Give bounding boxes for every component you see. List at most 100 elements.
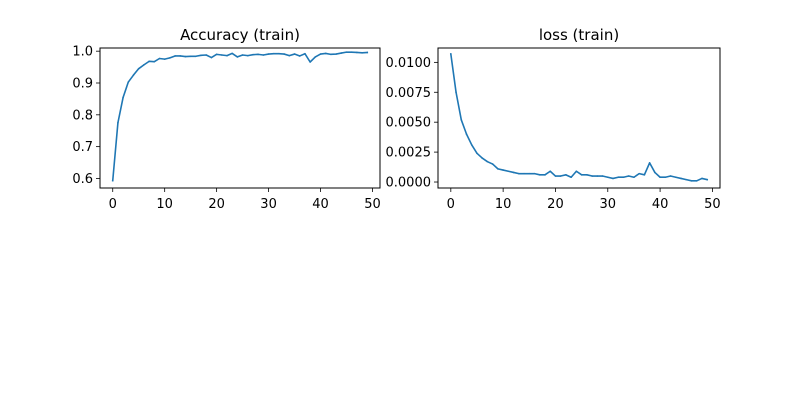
data-point: [127, 81, 130, 83]
y-tick-label: 1.0: [72, 45, 93, 60]
chart-title: Accuracy (train): [180, 26, 300, 44]
data-point: [507, 170, 510, 173]
data-point: [366, 51, 369, 54]
series-line: [111, 51, 369, 182]
data-point: [137, 67, 140, 70]
accuracy-chart: Accuracy (train) 0 10 20 30 40 50 0.6 0.7 0.8 0.9…: [72, 26, 380, 212]
y-tick-label: 0.6: [72, 172, 93, 187]
data-point: [460, 118, 463, 121]
chart-title: loss (train): [539, 26, 619, 44]
data-point: [706, 178, 708, 181]
data-point: [278, 52, 280, 55]
data-point: [210, 56, 213, 59]
x-tick-label: 50: [364, 197, 381, 212]
data-point: [695, 180, 698, 182]
data-point: [612, 177, 614, 180]
data-point: [654, 171, 656, 174]
data-point: [293, 53, 296, 55]
data-point: [221, 54, 223, 56]
data-point: [179, 55, 182, 57]
x-tick-label: 20: [547, 197, 564, 212]
axes-frame: [437, 47, 721, 189]
data-point: [606, 176, 609, 179]
x-tick-label: 50: [704, 197, 721, 212]
data-point: [465, 133, 468, 135]
y-tick-label: 0.8: [72, 108, 93, 123]
data-point: [486, 160, 489, 163]
data-point: [324, 52, 327, 55]
data-point: [596, 175, 599, 177]
x-tick-label: 40: [652, 197, 669, 212]
data-point: [262, 54, 265, 56]
x-tick-label: 40: [312, 197, 329, 212]
data-point: [252, 53, 254, 56]
axes-frame: [99, 47, 381, 189]
data-point: [690, 180, 693, 182]
data-point: [549, 170, 552, 173]
y-tick-label: 0.9: [72, 77, 93, 92]
data-point: [314, 56, 317, 58]
data-point: [345, 51, 348, 53]
data-point: [283, 53, 285, 55]
data-point: [189, 55, 192, 58]
y-tick-label: 0.0050: [386, 116, 432, 131]
data-point: [450, 53, 452, 55]
data-point: [236, 56, 239, 58]
data-point: [361, 51, 363, 54]
data-point: [502, 169, 504, 171]
x-tick-label: 30: [260, 197, 277, 212]
data-point: [350, 51, 353, 53]
series-line: [449, 53, 709, 182]
data-point: [512, 171, 515, 174]
data-point: [648, 162, 651, 164]
data-point: [622, 176, 625, 179]
x-tick-label: 0: [447, 197, 455, 212]
data-point: [523, 172, 525, 175]
data-point: [617, 176, 620, 179]
data-point: [309, 61, 311, 63]
data-point: [476, 152, 478, 155]
data-point: [111, 179, 114, 182]
data-point: [518, 172, 520, 175]
x-tick-label: 20: [208, 197, 225, 212]
data-point: [591, 175, 593, 177]
data-point: [226, 54, 228, 57]
data-point: [638, 172, 640, 175]
data-point: [643, 174, 646, 176]
y-tick-label: 0.7: [72, 140, 93, 155]
data-point: [664, 176, 667, 179]
data-point: [267, 53, 270, 55]
data-point: [685, 178, 688, 181]
data-point: [570, 176, 572, 179]
data-point: [288, 54, 291, 57]
data-point: [601, 175, 604, 177]
data-point: [205, 54, 208, 56]
y-tick-label: 0.0000: [386, 176, 432, 191]
x-tick-label: 10: [156, 197, 173, 212]
data-point: [627, 175, 630, 177]
accuracy-plot-area: 0 10 20 30 40 50 0.6 0.7 0.8 0.9 1.0: [72, 45, 380, 212]
data-point: [680, 177, 682, 180]
data-point: [356, 51, 358, 54]
data-point: [195, 55, 197, 58]
data-point: [491, 163, 494, 165]
data-point: [544, 174, 546, 176]
data-point: [241, 54, 244, 56]
data-point: [335, 53, 337, 55]
data-point: [158, 57, 161, 60]
data-point: [554, 175, 557, 177]
data-point: [340, 52, 343, 54]
x-tick-label: 30: [600, 197, 617, 212]
data-point: [319, 53, 322, 55]
data-point: [481, 157, 484, 159]
data-point: [538, 174, 541, 176]
data-point: [559, 175, 562, 177]
data-point: [169, 57, 171, 59]
data-point: [701, 177, 703, 180]
data-point: [669, 175, 672, 177]
data-point: [184, 55, 187, 58]
y-tick-label: 0.0100: [386, 56, 432, 71]
data-point: [153, 60, 156, 63]
data-point: [674, 176, 677, 179]
